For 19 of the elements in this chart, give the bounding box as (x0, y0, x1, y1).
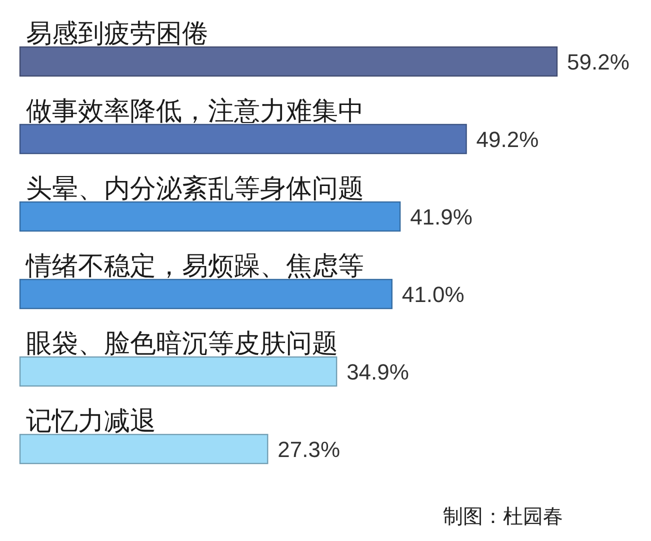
y-tick-label: 易感到疲劳困倦 (26, 18, 208, 48)
bar (19, 46, 558, 77)
y-tick-label: 情绪不稳定，易烦躁、焦虑等 (25, 250, 364, 280)
text: 制图：杜园春 (443, 506, 563, 528)
data-label: 59.2% (567, 50, 630, 74)
data-label: 34.9% (346, 360, 409, 384)
y-tick-label: 头晕、内分泌紊乱等身体问题 (26, 173, 364, 203)
bar (19, 124, 467, 154)
bar (19, 356, 338, 387)
bar (19, 434, 268, 464)
bar (19, 278, 393, 310)
data-label: 41.0% (402, 282, 464, 307)
data-label: 27.3% (278, 437, 340, 462)
y-tick-label: 记忆力减退 (26, 406, 156, 436)
y-tick-label: 眼袋、脸色暗沉等皮肤问题 (26, 328, 338, 358)
data-label: 41.9% (410, 204, 472, 230)
data-label: 49.2% (476, 127, 539, 152)
y-tick-label: 做事效率降低，注意力难集中 (26, 96, 364, 126)
bar (19, 201, 401, 232)
